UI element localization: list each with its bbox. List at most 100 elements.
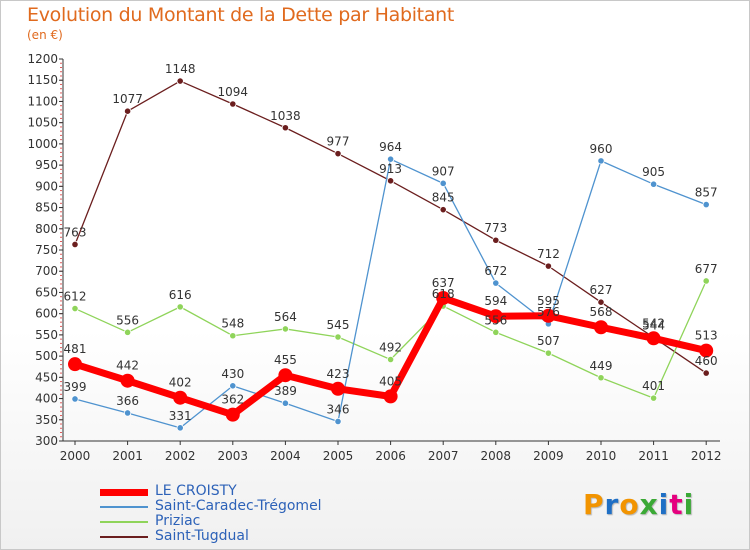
data-point (229, 382, 237, 390)
data-point (173, 390, 188, 405)
data-label: 763 (64, 225, 87, 239)
data-point (649, 180, 658, 188)
data-label: 857 (695, 186, 718, 200)
data-label: 399 (64, 380, 87, 394)
data-label: 442 (116, 359, 139, 373)
data-label: 402 (169, 376, 192, 390)
data-label: 672 (484, 264, 507, 278)
y-tick-label: 1200 (27, 52, 58, 66)
data-label: 389 (274, 384, 297, 398)
data-label: 712 (537, 247, 560, 261)
chart-title: Evolution du Montant de la Dette par Hab… (27, 4, 455, 26)
data-point (544, 262, 553, 270)
data-point (176, 303, 184, 311)
x-tick-label: 2004 (270, 449, 301, 463)
y-tick-label: 800 (35, 222, 58, 236)
logo-letter: x (639, 488, 659, 521)
data-label: 544 (642, 318, 665, 332)
data-label: 492 (379, 341, 402, 355)
x-tick-label: 2000 (60, 449, 91, 463)
chart-subtitle: (en €) (27, 28, 63, 42)
logo-letter: P (583, 488, 605, 521)
logo-letter: i (683, 488, 695, 521)
data-point (124, 107, 132, 115)
y-tick-label: 1150 (27, 73, 58, 87)
data-label: 564 (274, 310, 297, 324)
y-tick-label: 500 (35, 349, 58, 363)
data-label: 556 (484, 313, 507, 327)
data-point (386, 155, 395, 163)
data-point (594, 320, 608, 335)
data-label: 618 (432, 287, 455, 301)
data-label: 677 (695, 262, 718, 276)
x-tick-label: 2002 (165, 449, 196, 463)
data-label: 616 (169, 288, 192, 302)
data-point (176, 424, 184, 432)
data-point (281, 124, 289, 132)
data-label: 362 (221, 393, 244, 407)
data-label: 449 (590, 359, 613, 373)
data-point (646, 331, 661, 346)
x-tick-label: 2003 (218, 449, 249, 463)
data-label: 542 (642, 316, 665, 330)
data-label: 346 (327, 402, 350, 416)
proxiti-logo: Proxiti (583, 488, 694, 521)
legend-label: Saint-Tugdual (155, 528, 249, 544)
x-tick-label: 2007 (428, 449, 459, 463)
data-label: 905 (642, 165, 665, 179)
x-tick-label: 2011 (638, 449, 669, 463)
data-label: 507 (537, 334, 560, 348)
x-tick-label: 2010 (586, 449, 617, 463)
legend-swatch (100, 489, 148, 496)
data-label: 556 (116, 313, 139, 327)
y-tick-label: 550 (35, 328, 58, 342)
logo-letter: t (669, 488, 684, 521)
data-point (176, 77, 184, 85)
y-tick-label: 400 (35, 392, 58, 406)
y-tick-label: 450 (35, 370, 58, 384)
data-point (702, 200, 710, 209)
data-label: 568 (590, 305, 613, 319)
data-point (597, 157, 605, 165)
data-label: 460 (695, 354, 718, 368)
data-point (229, 332, 237, 340)
y-tick-label: 750 (35, 243, 58, 257)
data-label: 481 (64, 342, 87, 356)
y-tick-label: 700 (35, 264, 58, 278)
y-tick-label: 650 (35, 285, 58, 299)
logo-letter: r (604, 488, 620, 521)
data-labels-layer: 763 1077 1148 1094 1038 977 913 845 773 712 627 544… (64, 62, 718, 423)
data-point (281, 325, 289, 333)
data-point (699, 343, 714, 358)
data-label: 1094 (218, 85, 249, 99)
y-tick-label: 950 (35, 158, 58, 172)
legend-swatch (100, 521, 148, 523)
y-tick-label: 1000 (27, 137, 58, 151)
data-label: 455 (274, 353, 297, 367)
data-point (597, 374, 605, 382)
y-tick-label: 900 (35, 179, 58, 193)
legend-label: LE CROISTY (155, 483, 237, 499)
data-point (71, 395, 79, 403)
data-label: 401 (642, 379, 665, 393)
data-point (124, 409, 132, 417)
data-point (386, 177, 395, 185)
data-label: 595 (537, 294, 560, 308)
data-label: 637 (432, 276, 455, 290)
data-label: 594 (484, 294, 507, 308)
data-point (229, 100, 237, 108)
data-point (439, 179, 447, 187)
data-point (649, 394, 658, 402)
data-point (71, 240, 79, 249)
data-point (124, 328, 132, 336)
data-point (541, 308, 556, 323)
series-layer (68, 77, 714, 432)
data-label: 913 (379, 162, 402, 176)
x-tick-label: 2006 (375, 449, 406, 463)
x-tick-label: 2005 (323, 449, 354, 463)
data-label: 548 (221, 317, 244, 331)
data-point (436, 290, 451, 305)
x-tick-label: 2012 (691, 449, 722, 463)
